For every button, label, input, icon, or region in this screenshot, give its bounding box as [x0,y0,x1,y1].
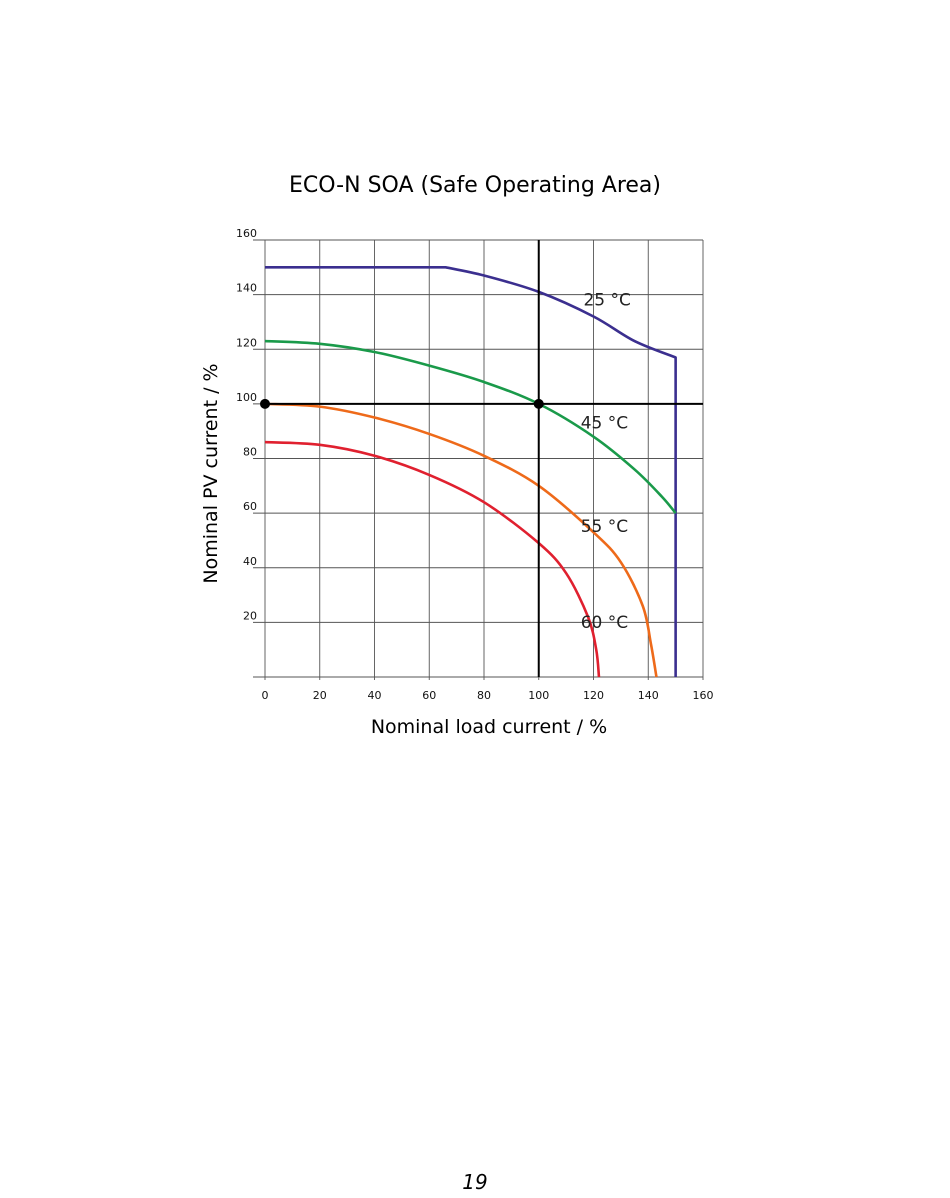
series-45c-line [264,339,677,514]
x-tick-label: 0 [262,689,269,702]
series-label: 25 °C [583,291,630,311]
marker-point [260,398,270,409]
x-tick-label: 40 [368,689,382,702]
series-25c-line [265,266,677,678]
y-tick-label: 160 [236,227,257,240]
x-tick-label: 60 [422,689,436,702]
y-tick-label: 140 [236,282,257,295]
y-axis-label: Nominal PV current / % [200,363,222,583]
y-tick-label: 100 [236,391,257,404]
y-tick-label: 80 [243,446,257,459]
page-number: 19 [462,1170,488,1194]
y-tick-label: 20 [243,609,257,622]
series-labels: 25 °C 45 °C 55 °C 60 °C [581,291,631,633]
marker-point [533,398,544,409]
chart-title: ECO-N SOA (Safe Operating Area) [288,173,661,198]
series-label: 60 °C [581,613,628,633]
series-label: 55 °C [581,517,628,537]
y-tick-label: 60 [243,500,257,513]
reference-lines [265,240,703,677]
tick-labels: 0 20 40 60 80 100 120 140 160 20 40 60 80 100 120 140 16… [236,227,714,702]
series-label: 45 °C [581,413,628,433]
y-tick-label: 40 [243,555,257,568]
x-tick-label: 100 [528,689,549,702]
series-60c-line [264,440,601,678]
markers [260,398,544,409]
x-tick-label: 160 [693,689,714,702]
x-axis-label: Nominal load current / % [371,716,607,738]
x-tick-label: 140 [638,689,659,702]
x-tick-label: 120 [583,689,604,702]
x-tick-label: 80 [477,689,491,702]
grid [253,239,704,680]
x-tick-label: 20 [313,689,327,702]
y-tick-label: 120 [236,336,257,349]
